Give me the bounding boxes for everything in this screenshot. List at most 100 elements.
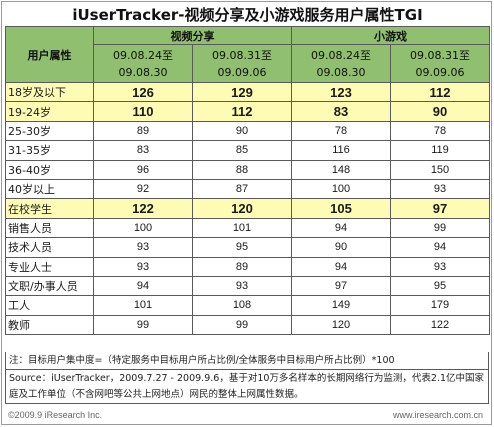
tgi-value: 94 (390, 237, 490, 258)
tgi-value: 149 (291, 295, 391, 316)
tgi-value: 179 (390, 295, 490, 316)
period-line: 09.08.30 (118, 65, 168, 79)
tgi-value: 87 (192, 178, 292, 200)
tgi-value: 129 (192, 81, 292, 103)
tgi-value: 119 (390, 140, 490, 161)
tgi-value: 123 (291, 81, 391, 103)
period-header-row: 09.08.24至 09.08.30 09.08.31至 09.09.06 09.0… (6, 44, 490, 83)
tgi-value: 120 (291, 314, 391, 336)
row-label: 工人 (5, 295, 94, 316)
attr-header: 用户属性 (5, 26, 94, 83)
row-label: 19-24岁 (5, 101, 94, 122)
table-row: 教师 99 99 120 122 (5, 314, 490, 336)
website-link[interactable]: www.iresearch.com.cn (392, 410, 483, 420)
tgi-table-body: 18岁及以下 126 129 123 112 19-24岁 110 112 83 90 25-30岁… (5, 81, 490, 336)
row-label: 18岁及以下 (5, 81, 94, 103)
tgi-value: 100 (93, 217, 193, 239)
tgi-value: 89 (93, 120, 193, 142)
table-row: 技术人员 93 95 90 94 (5, 237, 490, 258)
tgi-value: 90 (192, 120, 292, 142)
row-label: 在校学生 (5, 198, 94, 219)
tgi-value: 101 (192, 217, 292, 239)
table-row: 工人 101 108 149 179 (5, 295, 490, 316)
tgi-value: 89 (192, 256, 292, 277)
table-row: 19-24岁 110 112 83 90 (5, 101, 490, 122)
period-line: 09.08.24至 (113, 48, 173, 62)
tgi-value: 94 (291, 217, 391, 239)
row-label: 教师 (5, 314, 94, 336)
tgi-value: 126 (93, 81, 193, 103)
tgi-value: 105 (291, 198, 391, 219)
row-label: 文职/办事人员 (5, 275, 94, 297)
tgi-value: 95 (192, 237, 292, 258)
tgi-value: 97 (390, 198, 490, 219)
tgi-value: 122 (390, 314, 490, 336)
source-note: Source：iUserTracker，2009.7.27 - 2009.9.6… (5, 370, 489, 404)
tgi-value: 90 (291, 237, 391, 258)
tgi-value: 93 (192, 275, 292, 297)
tgi-value: 78 (390, 120, 490, 142)
group-header-row: 用户属性 视频分享 小游戏 (5, 26, 490, 83)
row-label: 销售人员 (5, 217, 94, 239)
copyright-text: ©2009.9 iResearch Inc. (8, 410, 103, 420)
tgi-value: 99 (390, 217, 490, 239)
period-line: 09.09.06 (415, 65, 465, 79)
table-row: 40岁以上 92 87 100 93 (5, 178, 490, 200)
period-header: 09.08.31至 09.09.06 (192, 44, 292, 83)
table-row: 18岁及以下 126 129 123 112 (5, 81, 490, 103)
tgi-value: 88 (192, 159, 292, 180)
period-header: 09.08.24至 09.08.30 (291, 44, 391, 83)
tgi-value: 112 (192, 101, 292, 122)
tgi-value: 83 (93, 140, 193, 161)
tgi-value: 110 (93, 101, 193, 122)
tgi-value: 92 (93, 178, 193, 200)
tgi-value: 90 (390, 101, 490, 122)
tgi-value: 99 (93, 314, 193, 336)
period-header: 09.08.24至 09.08.30 (93, 44, 193, 83)
group-header-video: 视频分享 (93, 26, 292, 45)
page-title: iUserTracker-视频分享及小游戏服务用户属性TGI (72, 6, 423, 24)
tgi-value: 85 (192, 140, 292, 161)
tgi-value: 83 (291, 101, 391, 122)
table-row: 在校学生 122 120 105 97 (5, 198, 490, 219)
tgi-table: 用户属性 视频分享 小游戏 09.08.24至 09.08.30 09.08.31… (5, 26, 490, 336)
table-row: 文职/办事人员 94 93 97 95 (5, 275, 490, 297)
tgi-value: 78 (291, 120, 391, 142)
period-line: 09.08.31至 (212, 48, 272, 62)
tgi-value: 101 (93, 295, 193, 316)
period-header: 09.08.31至 09.09.06 (390, 44, 490, 83)
tgi-value: 99 (192, 314, 292, 336)
period-line: 09.09.06 (217, 65, 267, 79)
tgi-value: 97 (291, 275, 391, 297)
table-row: 36-40岁 96 88 148 150 (5, 159, 490, 180)
tgi-value: 108 (192, 295, 292, 316)
group-header-minigame: 小游戏 (291, 26, 490, 45)
tgi-value: 94 (93, 275, 193, 297)
period-line: 09.08.31至 (410, 48, 470, 62)
tgi-value: 122 (93, 198, 193, 219)
tgi-value: 100 (291, 178, 391, 200)
tgi-value: 93 (93, 256, 193, 277)
row-label: 36-40岁 (5, 159, 94, 180)
tgi-value: 120 (192, 198, 292, 219)
tgi-value: 96 (93, 159, 193, 180)
row-label: 专业人士 (5, 256, 94, 277)
row-label: 31-35岁 (5, 140, 94, 161)
row-label: 40岁以上 (5, 178, 94, 200)
tgi-value: 116 (291, 140, 391, 161)
table-row: 专业人士 93 89 94 93 (5, 256, 490, 277)
period-line: 09.08.24至 (311, 48, 371, 62)
tgi-formula-note: 注：目标用户集中度=（特定服务中目标用户所占比例/全体服务中目标用户所占比例）*… (5, 352, 489, 370)
tgi-value: 94 (291, 256, 391, 277)
period-line: 09.08.30 (316, 65, 366, 79)
tgi-value: 93 (93, 237, 193, 258)
row-label: 技术人员 (5, 237, 94, 258)
tgi-value: 93 (390, 256, 490, 277)
tgi-value: 95 (390, 275, 490, 297)
row-label: 25-30岁 (5, 120, 94, 142)
tgi-value: 93 (390, 178, 490, 200)
table-row: 销售人员 100 101 94 99 (5, 217, 490, 239)
table-row: 31-35岁 83 85 116 119 (5, 140, 490, 161)
tgi-value: 150 (390, 159, 490, 180)
